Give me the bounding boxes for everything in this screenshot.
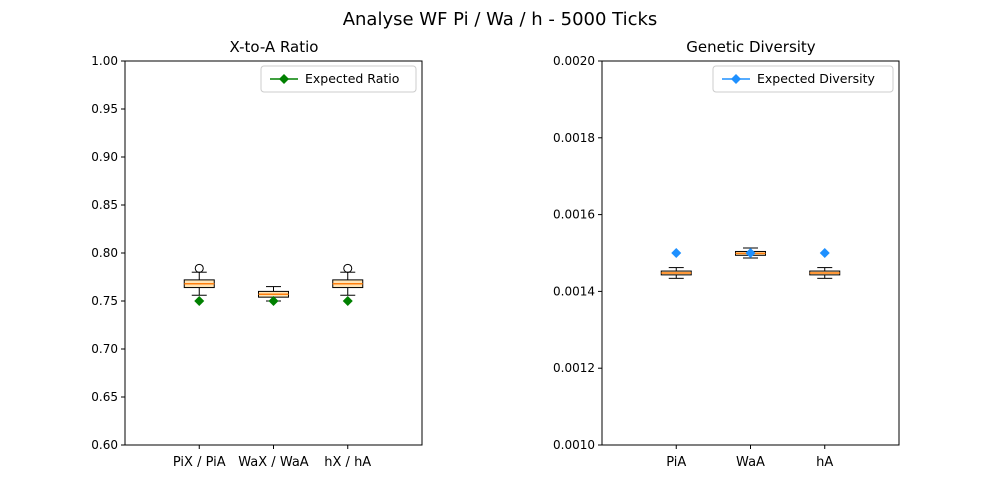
legend-marker — [731, 74, 741, 84]
legend-label: Expected Diversity — [757, 71, 876, 86]
legend-marker — [279, 74, 289, 84]
expected-marker — [194, 296, 205, 306]
outlier-point — [194, 263, 204, 273]
figure-title: Analyse WF Pi / Wa / h - 5000 Ticks — [343, 9, 658, 30]
outlier-point — [343, 263, 353, 273]
y-tick-label: 0.80 — [91, 246, 118, 260]
y-tick-label: 0.0012 — [553, 361, 595, 375]
x-tick-label: hA — [816, 455, 833, 470]
y-tick-label: 0.95 — [91, 102, 118, 116]
expected-marker — [268, 296, 279, 306]
x-tick-label: WaX / WaA — [238, 455, 309, 470]
x-tick-label: PiX / PiA — [173, 455, 226, 470]
y-tick-label: 0.0014 — [553, 284, 595, 298]
x-tick-label: WaA — [736, 455, 765, 470]
y-tick-label: 0.0018 — [553, 131, 595, 145]
y-tick-label: 0.0016 — [553, 208, 595, 222]
y-tick-label: 0.60 — [91, 438, 118, 452]
plot-frame-ratio — [124, 60, 423, 446]
legend-frame — [712, 65, 894, 93]
y-tick-label: 0.90 — [91, 150, 118, 164]
expected-marker — [819, 248, 830, 258]
box-ratio-3 — [332, 263, 364, 296]
box-diversity-3 — [809, 267, 841, 279]
expected-marker — [342, 296, 353, 306]
legend-diversity: Expected Diversity — [712, 65, 894, 93]
expected-marker — [671, 248, 682, 258]
expected-marker — [745, 248, 756, 258]
y-tick-label: 0.0020 — [553, 54, 595, 68]
y-tick-label: 0.0010 — [553, 438, 595, 452]
box-diversity-1 — [660, 267, 692, 279]
legend-frame — [260, 65, 417, 93]
genetic-diversity-chart: Genetic Diversity 0.0010 0.0012 0.0014 0.00… — [553, 38, 900, 470]
chart-title-genetic-diversity: Genetic Diversity — [686, 38, 816, 56]
y-tick-label: 0.75 — [91, 294, 118, 308]
x-tick-label: hX / hA — [324, 455, 371, 470]
y-tick-label: 0.85 — [91, 198, 118, 212]
x-to-a-ratio-chart: X-to-A Ratio 0.60 0.65 0.70 0.75 0.80 0.85 0.9… — [91, 38, 423, 470]
y-tick-label: 0.70 — [91, 342, 118, 356]
legend-ratio: Expected Ratio — [260, 65, 417, 93]
y-tick-label: 0.65 — [91, 390, 118, 404]
legend-label: Expected Ratio — [305, 71, 399, 86]
box-ratio-1 — [183, 263, 215, 296]
y-tick-label: 1.00 — [91, 54, 118, 68]
x-tick-label: PiA — [666, 455, 686, 470]
chart-title-x-to-a-ratio: X-to-A Ratio — [230, 38, 319, 56]
